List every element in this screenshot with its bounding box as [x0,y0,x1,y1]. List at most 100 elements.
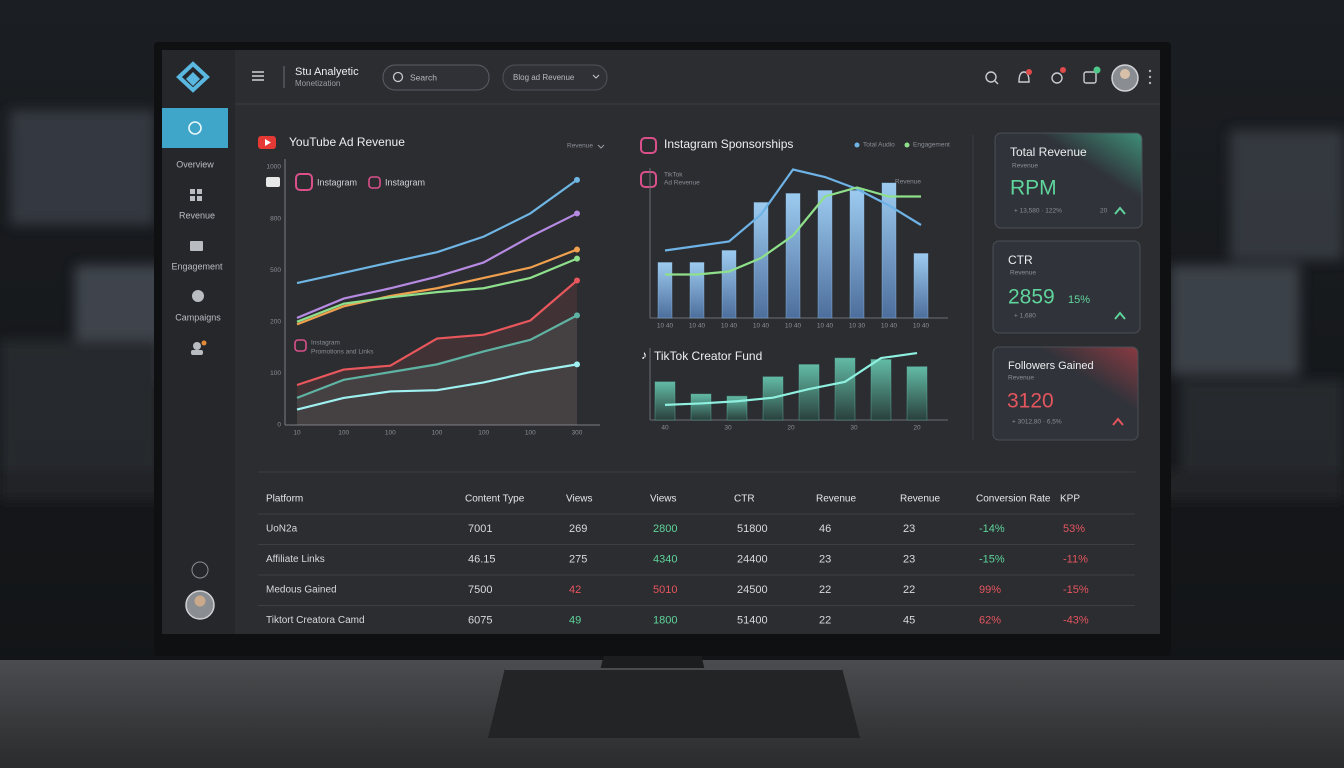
kpi-foot: + 13,580 · 122% [1014,208,1062,215]
line [665,186,921,276]
y-tick-label: 500 [270,267,281,274]
avatar-face [194,595,206,607]
screen [162,50,1160,634]
bar [881,182,897,319]
line [296,279,578,387]
table-cell: 46 [819,523,831,535]
table-cell: 6075 [468,614,492,626]
nav-item[interactable]: Overview [176,159,214,169]
table-cell: 23 [819,553,831,565]
table-cell: 4340 [653,553,677,565]
legend-swatch [854,142,860,148]
bar [817,190,833,319]
logo [176,61,210,93]
bar [657,262,673,319]
table-cell: -14% [979,523,1005,535]
kpi-extra: 20 [1100,208,1108,215]
monitor-base [488,668,860,738]
help-button[interactable] [191,561,209,579]
x-tick-label: 10 40 [721,323,738,330]
more-button[interactable] [1148,69,1152,85]
search-box[interactable] [382,64,490,91]
kpi-extra: 15% [1068,294,1090,306]
table-cell: 46.15 [468,553,496,565]
instagram-icon [294,339,307,352]
table-cell: 2800 [653,523,677,535]
bar [721,250,737,319]
legend-label: Total Audio [863,142,895,149]
trend-up [1114,206,1126,215]
x-tick-label: 300 [572,430,583,437]
x-tick-label: 10 40 [913,323,930,330]
bar [690,393,712,421]
x-tick-label: 30 [724,425,732,432]
column-header: Conversion Rate [976,494,1051,505]
table-cell: 275 [569,553,587,565]
dropdown[interactable] [502,64,608,91]
kpi-sublabel: Revenue [1010,270,1036,277]
search-placeholder: Search [410,72,437,82]
table-cell: 24500 [737,584,768,596]
table-cell: 99% [979,584,1001,596]
table-cell: -15% [979,553,1005,565]
column-header: Revenue [816,494,856,505]
filter-caret [597,144,605,149]
line [296,363,578,411]
sidebar-active[interactable] [162,108,228,148]
app-subtitle: Monetization [295,79,340,88]
point [574,312,580,319]
y-tick-label: 100 [270,370,281,377]
x-tick-label: 100 [338,430,349,437]
table-cell: 42 [569,584,581,596]
menu-button[interactable] [252,71,264,81]
nav-item[interactable]: Campaigns [175,312,221,322]
table-cell: 22 [819,584,831,596]
x-tick-label: 100 [432,430,443,437]
x-tick-label: 10 40 [753,323,770,330]
line [664,168,922,252]
overview-icon [188,121,202,135]
bar [689,262,705,319]
data-table: Platform Content Type Views Views CTR Revenue… [258,494,1135,626]
x-tick-label: 10 40 [657,323,674,330]
kpi-title: CTR [1008,253,1033,267]
table-cell: Medous Gained [266,585,337,596]
legend-label: Instagram [317,177,357,187]
bar [798,364,820,421]
nav-item[interactable]: Revenue [179,210,215,220]
bar [785,193,801,319]
line [296,248,578,326]
bar [870,359,892,421]
x-tick-label: 10 40 [689,323,706,330]
kpi-card [992,346,1139,441]
x-tick-label: 10 [293,430,301,437]
kpi-sublabel: Revenue [1012,163,1038,170]
table-cell: 269 [569,523,587,535]
bar [834,357,856,421]
table-cell: 22 [819,614,831,626]
line [296,212,578,319]
campaign-badge [201,340,207,346]
column-header: Views [566,494,593,505]
inset-label: Instagram [311,340,340,347]
kpi-value: 3120 [1007,390,1054,413]
point [574,176,580,183]
line [664,351,918,406]
notification-dot [1093,66,1101,74]
table-cell: 49 [569,614,581,626]
column-header: CTR [734,494,755,505]
search-icon [392,71,404,83]
panel-filter[interactable]: Revenue [567,143,593,150]
point [574,361,580,368]
legend-swatch [904,142,910,148]
trend-up [1112,417,1124,426]
instagram-icon [640,171,657,188]
area [297,280,577,425]
table-cell: 7500 [468,584,492,596]
notification-dot [1060,67,1066,73]
kpi-title: Total Revenue [1010,145,1087,159]
nav-item[interactable]: Engagement [171,261,223,271]
point [574,246,580,253]
